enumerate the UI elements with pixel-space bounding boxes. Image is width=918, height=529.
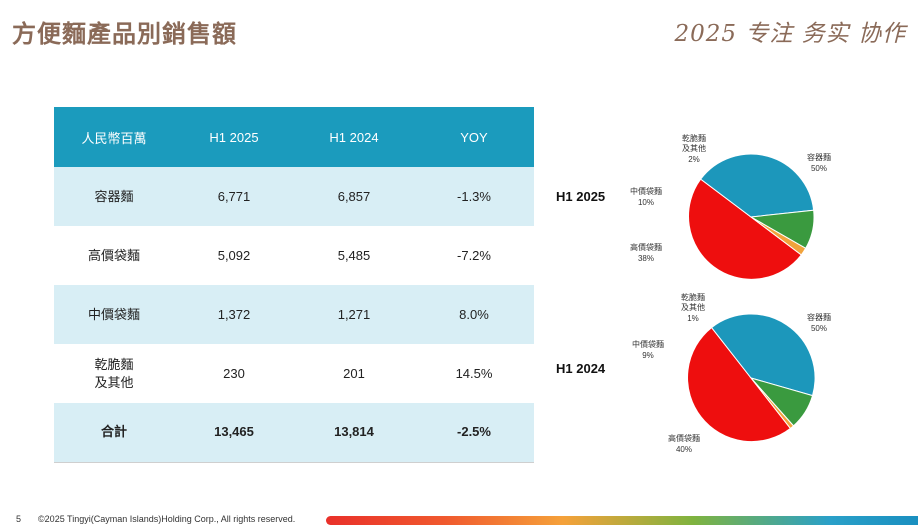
- pie-slice: [710, 313, 816, 397]
- cell-yoy: -1.3%: [414, 167, 534, 226]
- slice-percent-label: 40%: [676, 445, 692, 454]
- cell-h1-2024: 201: [343, 365, 365, 381]
- pie-slice: [750, 216, 807, 256]
- slice-label: 乾脆麵: [681, 292, 705, 302]
- row-label: 乾脆麵 及其他: [54, 344, 174, 403]
- row-label-line1: 乾脆麵: [94, 356, 134, 372]
- slice-label: 容器麵: [807, 152, 831, 162]
- cell-h1-2025: 1,372: [174, 285, 294, 344]
- cell-h1-2025: 5,092: [217, 247, 251, 263]
- slice-label: 及其他: [682, 143, 706, 153]
- slice-label: 高價袋麵: [668, 433, 700, 443]
- slice-percent-label: 10%: [638, 198, 654, 207]
- row-label: 中價袋麵: [54, 285, 174, 344]
- cell-h1-2024: 1,271: [294, 285, 414, 344]
- cell-yoy: -7.2%: [457, 247, 491, 263]
- slice-percent-label: 1%: [687, 314, 699, 323]
- table-header-row: 人民幣百萬 H1 2025 H1 2024 YOY: [54, 107, 534, 167]
- table-row: 中價袋麵 1,372 1,271 8.0%: [54, 285, 534, 344]
- cell-h1-2024: 13,814: [294, 403, 414, 463]
- row-label-line2: 及其他: [94, 374, 134, 390]
- column-header-h1-2024: H1 2024: [294, 107, 414, 167]
- row-label: 合計: [54, 403, 174, 463]
- cell-h1-2025: 6,771: [174, 167, 294, 226]
- slice-label: 乾脆麵: [682, 133, 706, 143]
- footer-gradient-bar: [326, 516, 918, 525]
- cell-h1-2024: 6,857: [294, 167, 414, 226]
- pie-title-h1-2025: H1 2025: [556, 189, 606, 204]
- column-header-yoy: YOY: [414, 107, 534, 167]
- pie-slice: [699, 153, 815, 218]
- pie-slice: [688, 178, 803, 280]
- row-label: 容器麵: [54, 167, 174, 226]
- sales-table: 人民幣百萬 H1 2025 H1 2024 YOY 容器麵 6,771 6,85…: [54, 107, 534, 463]
- page-number: 5: [16, 514, 22, 524]
- slice-label: 及其他: [681, 302, 705, 312]
- column-header-h1-2025: H1 2025: [174, 107, 294, 167]
- cell-yoy: 8.0%: [414, 285, 534, 344]
- footer: 5 ©2025 Tingyi(Cayman Islands)Holding Co…: [16, 514, 295, 524]
- slice-percent-label: 38%: [638, 254, 654, 263]
- slice-percent-label: 2%: [688, 155, 700, 164]
- pie-title-h1-2024: H1 2024: [556, 361, 606, 376]
- cell-yoy: -2.5%: [414, 403, 534, 463]
- cell-h1-2025: 13,465: [174, 403, 294, 463]
- slogan: 2025 专注 务实 协作: [674, 21, 906, 47]
- slice-percent-label: 9%: [642, 351, 654, 360]
- slice-percent-label: 50%: [811, 324, 827, 333]
- row-label: 高價袋麵: [87, 247, 140, 263]
- cell-h1-2024: 5,485: [337, 247, 371, 263]
- page-title: 方便麵產品別銷售額: [12, 20, 237, 48]
- cell-yoy: 14.5%: [455, 365, 493, 381]
- slice-label: 容器麵: [807, 312, 831, 322]
- pie-slice: [750, 377, 795, 430]
- copyright: ©2025 Tingyi(Cayman Islands)Holding Corp…: [38, 514, 296, 524]
- table-row: 高價袋麵 5,092 5,485 -7.2%: [54, 226, 534, 285]
- slice-label: 中價袋麵: [632, 339, 664, 349]
- table-row: 容器麵 6,771 6,857 -1.3%: [54, 167, 534, 226]
- slice-label: 中價袋麵: [630, 186, 662, 196]
- table-row-total: 合計 13,465 13,814 -2.5%: [54, 403, 534, 463]
- cell-h1-2025: 230: [223, 365, 245, 381]
- slice-label: 高價袋麵: [630, 242, 662, 252]
- column-header-unit: 人民幣百萬: [54, 107, 174, 167]
- pie-slice: [687, 326, 792, 443]
- table-row: 乾脆麵 及其他 230 201 14.5%: [54, 344, 534, 403]
- slice-percent-label: 50%: [811, 164, 827, 173]
